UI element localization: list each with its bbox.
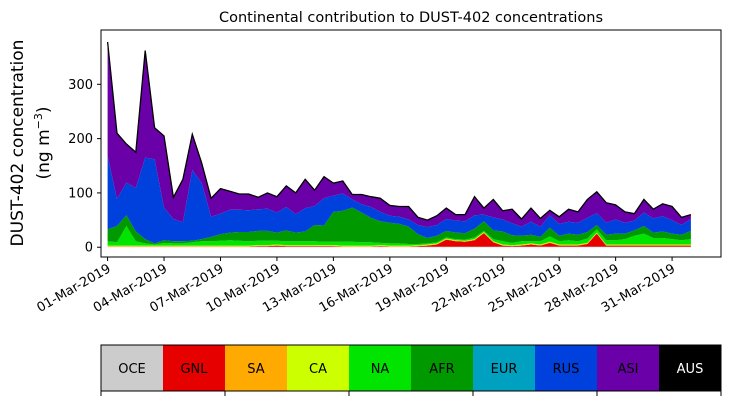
legend-label-na: NA (371, 362, 390, 377)
y-axis-label-line1: DUST-402 concentration (8, 40, 28, 247)
y-tick-label: 100 (68, 186, 93, 201)
legend-swatch-afr (411, 345, 474, 391)
y-tick-label: 200 (68, 132, 93, 147)
y-axis-label-line2: (ng m−3) (32, 106, 54, 179)
area-afr (107, 207, 691, 245)
legend-label-aus: AUS (677, 362, 704, 377)
legend-label-oce: OCE (118, 362, 146, 377)
legend-label-eur: EUR (491, 362, 518, 377)
area-na (107, 226, 691, 246)
total-outline (106, 41, 692, 221)
area-sa (107, 232, 691, 247)
legend-label-gnl: GNL (180, 362, 208, 377)
legend-swatch-aus (659, 345, 722, 391)
legend-swatch-gnl (163, 345, 226, 391)
area-ca (107, 232, 691, 247)
legend-swatch-rus (535, 345, 598, 391)
colorbar-legend: OCE GNL SA CA NA AFR EUR RUS ASI AUS (100, 344, 722, 396)
y-tick-label: 0 (85, 241, 93, 256)
legend-frame (100, 344, 722, 392)
legend-label-sa: SA (247, 362, 264, 377)
legend-swatch-na (349, 345, 412, 391)
legend-swatch-ca (287, 345, 350, 391)
legend-label-ca: CA (309, 362, 327, 377)
legend-label-asi: ASI (618, 362, 639, 377)
legend-label-afr: AFR (429, 362, 454, 377)
chart-title: Continental contribution to DUST-402 con… (219, 10, 603, 26)
legend-swatch-asi (597, 345, 660, 391)
legend-label-rus: RUS (553, 362, 580, 377)
legend-swatch-eur (473, 345, 536, 391)
legend-swatch-sa (225, 345, 288, 391)
area-oce (107, 246, 691, 248)
y-axis-unit-prefix: (ng m (34, 129, 54, 179)
y-tick-label: 300 (68, 78, 93, 93)
y-axis-unit-suffix: ) (34, 106, 54, 113)
y-axis: 0 100 200 300 (68, 78, 101, 256)
area-rus (107, 156, 691, 244)
legend-swatch-oce (101, 345, 164, 391)
stacked-area-layer (107, 41, 691, 248)
plot-frame (100, 29, 722, 258)
area-asi (107, 41, 691, 228)
y-axis-unit-exponent: −3 (32, 113, 45, 129)
